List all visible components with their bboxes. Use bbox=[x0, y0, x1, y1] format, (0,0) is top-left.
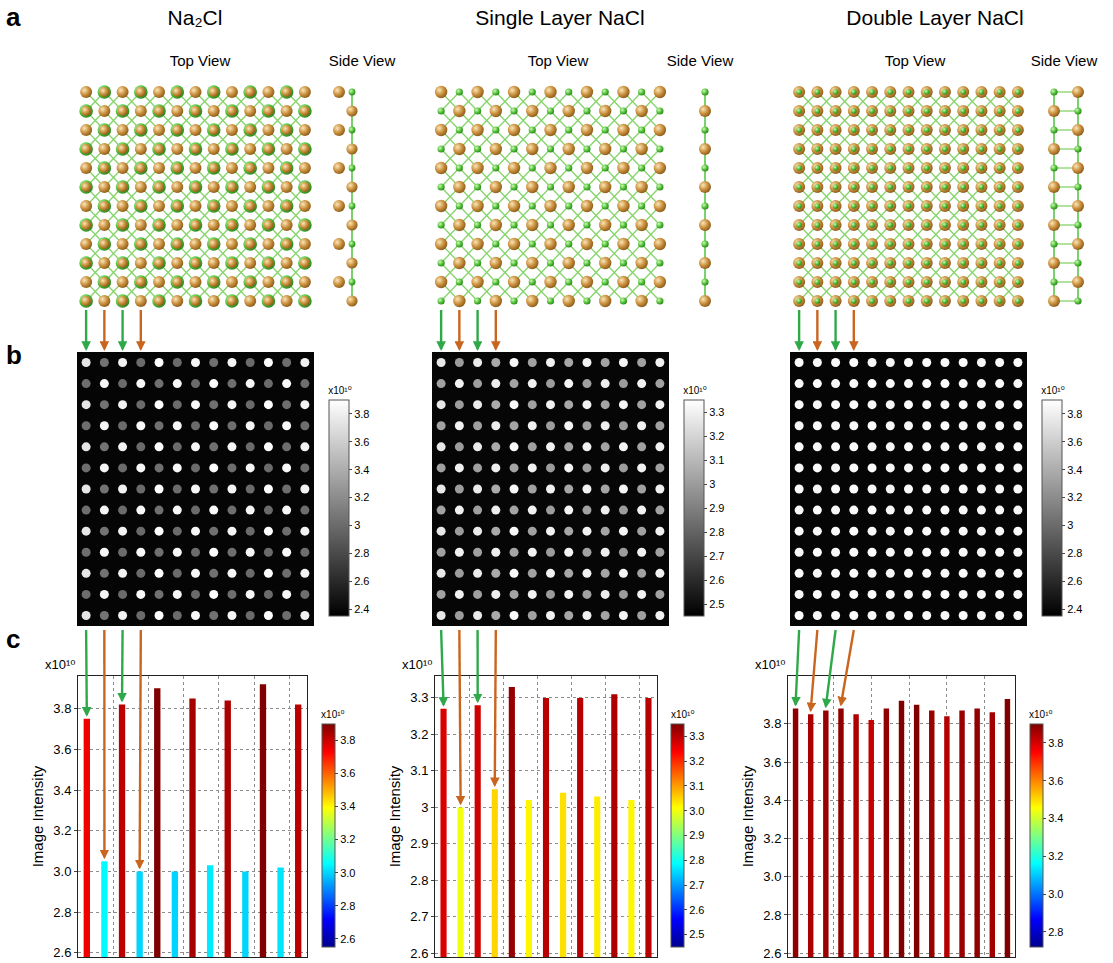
svg-text:2.8: 2.8 bbox=[1048, 926, 1063, 938]
svg-text:3.2: 3.2 bbox=[354, 491, 369, 503]
svg-text:2.8: 2.8 bbox=[763, 908, 781, 923]
svg-text:3: 3 bbox=[421, 800, 428, 815]
html-text:Side View: Side View bbox=[666, 52, 734, 69]
svg-text:3.1: 3.1 bbox=[410, 763, 428, 778]
svg-text:2.6: 2.6 bbox=[689, 904, 704, 916]
svg-text:3.6: 3.6 bbox=[763, 755, 781, 770]
svg-text:3.8: 3.8 bbox=[354, 408, 369, 420]
svg-text:3.4: 3.4 bbox=[1067, 464, 1082, 476]
svg-text:3.6: 3.6 bbox=[1067, 436, 1082, 448]
svg-text:3.4: 3.4 bbox=[1048, 812, 1063, 824]
svg-text:3.0: 3.0 bbox=[763, 869, 781, 884]
svg-text:2.9: 2.9 bbox=[689, 829, 704, 841]
html-text:Top View: Top View bbox=[527, 52, 589, 69]
svg-text:3.4: 3.4 bbox=[53, 783, 71, 798]
svg-text:3.2: 3.2 bbox=[689, 755, 704, 767]
svg-text:2.8: 2.8 bbox=[354, 547, 369, 559]
svg-text:2.8: 2.8 bbox=[1067, 547, 1082, 559]
svg-text:3.8: 3.8 bbox=[1067, 408, 1082, 420]
svg-text:3.2: 3.2 bbox=[53, 823, 71, 838]
svg-text:3.8: 3.8 bbox=[1048, 737, 1063, 749]
svg-text:x10¹⁰: x10¹⁰ bbox=[1029, 709, 1052, 720]
html-text:Double Layer NaCl: Double Layer NaCl bbox=[846, 6, 1024, 29]
svg-text:2.5: 2.5 bbox=[709, 598, 724, 610]
svg-text:3.0: 3.0 bbox=[340, 867, 355, 879]
svg-text:3.2: 3.2 bbox=[1048, 850, 1063, 862]
svg-text:3.2: 3.2 bbox=[1067, 491, 1082, 503]
svg-text:3.4: 3.4 bbox=[340, 800, 355, 812]
html-text:c: c bbox=[6, 624, 21, 654]
svg-text:x10¹⁰: x10¹⁰ bbox=[402, 657, 433, 672]
svg-text:x10¹⁰: x10¹⁰ bbox=[671, 709, 694, 720]
svg-text:3.2: 3.2 bbox=[709, 430, 724, 442]
svg-text:3.2: 3.2 bbox=[763, 831, 781, 846]
svg-text:3.4: 3.4 bbox=[354, 464, 369, 476]
svg-text:2.5: 2.5 bbox=[689, 928, 704, 940]
svg-text:3.1: 3.1 bbox=[689, 780, 704, 792]
html-text:Top View: Top View bbox=[884, 52, 946, 69]
svg-text:2.6: 2.6 bbox=[1067, 575, 1082, 587]
html-text:a: a bbox=[6, 2, 21, 32]
html-text:b: b bbox=[6, 340, 22, 370]
svg-text:3.6: 3.6 bbox=[354, 436, 369, 448]
svg-text:2.8: 2.8 bbox=[410, 873, 428, 888]
svg-text:3.4: 3.4 bbox=[763, 793, 781, 808]
svg-text:3.6: 3.6 bbox=[340, 767, 355, 779]
svg-text:3.8: 3.8 bbox=[53, 701, 71, 716]
svg-text:2.7: 2.7 bbox=[709, 550, 724, 562]
html-text:Na₂Cl: Na₂Cl bbox=[167, 6, 223, 29]
svg-text:3.3: 3.3 bbox=[410, 690, 428, 705]
svg-text:3.1: 3.1 bbox=[709, 454, 724, 466]
svg-text:3.0: 3.0 bbox=[1048, 888, 1063, 900]
svg-text:3.2: 3.2 bbox=[410, 727, 428, 742]
svg-text:3.6: 3.6 bbox=[53, 742, 71, 757]
svg-text:Image Intensity: Image Intensity bbox=[386, 765, 403, 867]
svg-text:2.8: 2.8 bbox=[689, 854, 704, 866]
svg-text:2.6: 2.6 bbox=[340, 933, 355, 945]
svg-text:3: 3 bbox=[1067, 519, 1073, 531]
svg-text:Image Intensity: Image Intensity bbox=[739, 765, 756, 867]
svg-text:x10¹⁰: x10¹⁰ bbox=[328, 385, 351, 396]
svg-text:2.6: 2.6 bbox=[763, 946, 781, 961]
svg-text:2.7: 2.7 bbox=[689, 879, 704, 891]
svg-text:2.8: 2.8 bbox=[340, 900, 355, 912]
svg-text:3.2: 3.2 bbox=[340, 833, 355, 845]
svg-text:3: 3 bbox=[709, 478, 715, 490]
html-text:Side View: Side View bbox=[1030, 52, 1098, 69]
html-text:Top View: Top View bbox=[169, 52, 231, 69]
svg-text:2.9: 2.9 bbox=[709, 502, 724, 514]
html-text:Single Layer NaCl: Single Layer NaCl bbox=[475, 6, 645, 29]
svg-text:2.6: 2.6 bbox=[410, 946, 428, 961]
svg-text:2.6: 2.6 bbox=[53, 945, 71, 960]
svg-text:x10¹⁰: x10¹⁰ bbox=[321, 709, 344, 720]
svg-text:3.3: 3.3 bbox=[709, 406, 724, 418]
svg-text:2.6: 2.6 bbox=[354, 575, 369, 587]
svg-text:2.6: 2.6 bbox=[709, 574, 724, 586]
svg-text:3.8: 3.8 bbox=[340, 734, 355, 746]
svg-text:Image Intensity: Image Intensity bbox=[29, 765, 46, 867]
svg-text:2.8: 2.8 bbox=[53, 905, 71, 920]
html-text:Side View: Side View bbox=[328, 52, 396, 69]
svg-text:x10¹⁰: x10¹⁰ bbox=[755, 657, 786, 672]
svg-text:3.0: 3.0 bbox=[689, 805, 704, 817]
svg-text:2.7: 2.7 bbox=[410, 909, 428, 924]
svg-text:x10¹⁰: x10¹⁰ bbox=[45, 657, 76, 672]
svg-text:x10¹⁰: x10¹⁰ bbox=[683, 385, 706, 396]
svg-text:x10¹⁰: x10¹⁰ bbox=[1041, 385, 1064, 396]
svg-text:3: 3 bbox=[354, 519, 360, 531]
svg-text:2.9: 2.9 bbox=[410, 836, 428, 851]
svg-text:2.8: 2.8 bbox=[709, 526, 724, 538]
svg-text:2.4: 2.4 bbox=[1067, 603, 1082, 615]
svg-text:3.0: 3.0 bbox=[53, 864, 71, 879]
svg-text:3.6: 3.6 bbox=[1048, 775, 1063, 787]
svg-text:3.3: 3.3 bbox=[689, 730, 704, 742]
svg-text:2.4: 2.4 bbox=[354, 603, 369, 615]
svg-text:3.8: 3.8 bbox=[763, 716, 781, 731]
